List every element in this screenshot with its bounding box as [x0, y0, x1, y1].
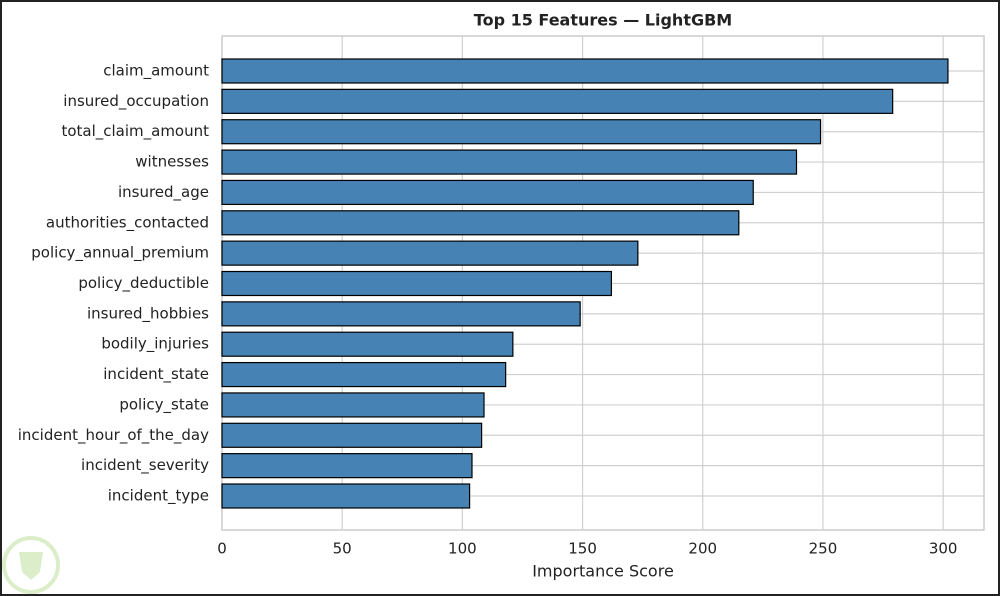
y-tick-label: insured_occupation	[63, 92, 209, 111]
bar	[221, 453, 473, 479]
y-tick-label: authorities_contacted	[46, 213, 209, 232]
y-tick-label: policy_state	[119, 395, 209, 414]
x-axis-label: Importance Score	[532, 562, 674, 581]
y-tick-label: bodily_injuries	[101, 335, 209, 354]
bar	[221, 301, 581, 327]
bar	[221, 270, 613, 297]
y-tick-label: incident_hour_of_the_day	[18, 426, 209, 445]
y-tick-label: policy_annual_premium	[31, 244, 209, 263]
bar	[221, 119, 822, 145]
y-tick-label: total_claim_amount	[61, 122, 209, 141]
bar	[221, 88, 894, 114]
y-tick-label: policy_deductible	[78, 274, 209, 293]
y-tick-label: insured_hobbies	[87, 304, 209, 323]
bar	[221, 361, 507, 388]
bar	[221, 331, 514, 357]
bar	[221, 422, 483, 448]
y-tick-label: incident_state	[103, 365, 209, 384]
x-tick-label: 300	[929, 540, 958, 558]
y-tick-label: witnesses	[135, 153, 209, 171]
y-tick-label: incident_severity	[81, 456, 209, 475]
bar	[221, 179, 754, 206]
bar	[221, 240, 639, 266]
x-tick-label: 0	[217, 540, 227, 558]
x-tick-label: 50	[333, 540, 352, 558]
x-tick-label: 100	[448, 540, 477, 558]
y-tick-label: insured_age	[118, 183, 209, 202]
y-tick-label: claim_amount	[103, 62, 209, 81]
bar	[221, 483, 471, 509]
y-tick-label: incident_type	[108, 487, 209, 506]
x-tick-label: 200	[688, 540, 717, 558]
bar	[221, 58, 949, 84]
chart-title: Top 15 Features — LightGBM	[474, 11, 732, 30]
watermark	[2, 536, 60, 594]
bar	[221, 149, 798, 175]
x-tick-label: 250	[809, 540, 838, 558]
bar	[221, 392, 485, 418]
bar	[221, 210, 740, 236]
x-tick-label: 150	[568, 540, 597, 558]
